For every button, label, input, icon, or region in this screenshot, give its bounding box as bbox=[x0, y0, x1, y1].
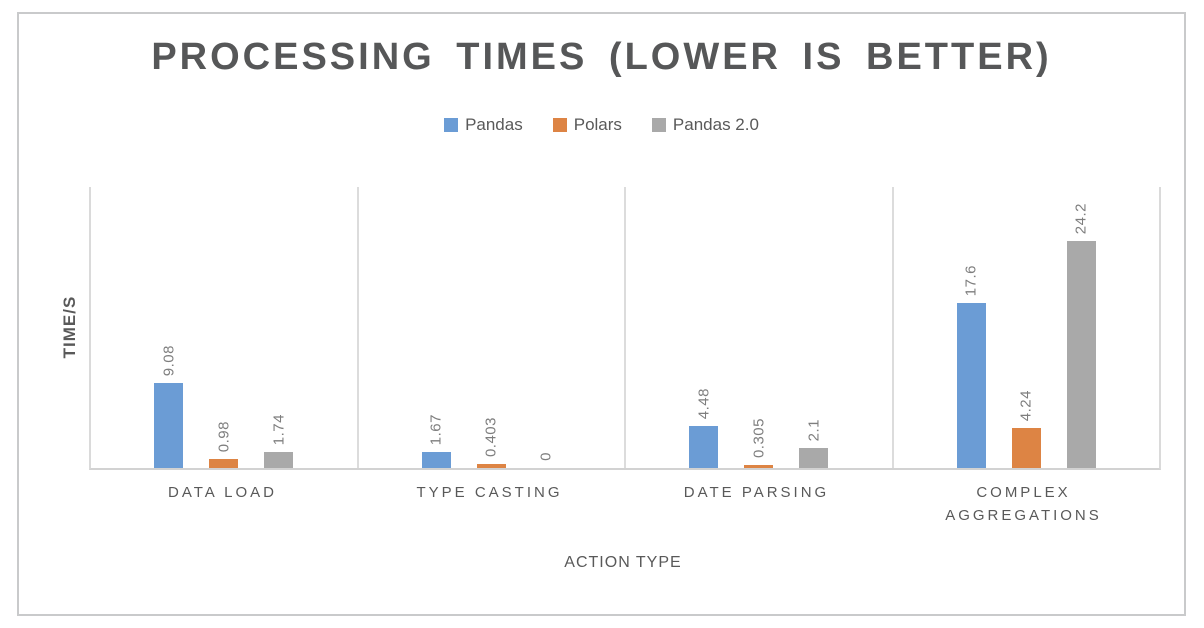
bar-pandas-date-parsing: 4.48 bbox=[689, 388, 719, 468]
data-label: 2.1 bbox=[805, 418, 823, 442]
category-axis-labels: DATA LOAD TYPE CASTING DATE PARSING COMPLEX… bbox=[89, 482, 1157, 527]
bar-pandas-2-0-complex-aggregations: 24.2 bbox=[1066, 203, 1096, 468]
y-axis-title: TIME/S bbox=[60, 295, 79, 359]
data-label: 0.305 bbox=[750, 418, 768, 459]
bar-pandas-type-casting: 1.67 bbox=[421, 414, 451, 468]
chart-panel-data-load: 9.08 0.98 1.74 bbox=[91, 187, 359, 468]
data-label: 4.24 bbox=[1017, 390, 1035, 422]
data-label: 9.08 bbox=[160, 344, 178, 376]
data-label: 24.2 bbox=[1072, 203, 1090, 235]
bar-pandas-2-0-date-parsing: 2.1 bbox=[799, 419, 829, 468]
data-label: 0 bbox=[537, 452, 555, 461]
legend-label: Pandas bbox=[465, 115, 523, 134]
legend-item-pandas-2-0: Pandas 2.0 bbox=[651, 115, 759, 135]
category-label-complex-aggregations: COMPLEX AGGREGATIONS bbox=[945, 484, 1102, 524]
category-label-data-load: DATA LOAD bbox=[168, 484, 277, 501]
legend-label: Pandas 2.0 bbox=[672, 115, 759, 134]
legend: Pandas Polars Pandas 2.0 bbox=[19, 115, 1184, 135]
data-label: 17.6 bbox=[962, 264, 980, 297]
bar-pandas-2-0-data-load: 1.74 bbox=[264, 414, 294, 468]
bar-pandas-data-load: 9.08 bbox=[154, 345, 184, 468]
data-label: 4.48 bbox=[695, 387, 713, 419]
category-label-type-casting: TYPE CASTING bbox=[416, 484, 563, 501]
chart-panel-type-casting: 1.67 0.403 0 bbox=[359, 187, 626, 468]
legend-item-polars: Polars bbox=[552, 115, 622, 135]
chart-panel-date-parsing: 4.48 0.305 2.1 bbox=[626, 187, 894, 468]
chart-panel-complex-aggregations: 17.6 4.24 24.2 bbox=[894, 187, 1160, 468]
bar-polars-data-load: 0.98 bbox=[209, 421, 239, 468]
data-label: 1.74 bbox=[270, 413, 288, 445]
plot-area: 9.08 0.98 1.74 1.67 0.403 0 4.48 0.305 2.1 17.6 4.… bbox=[89, 187, 1161, 470]
x-axis-title: ACTION TYPE bbox=[564, 554, 682, 571]
data-label: 0.403 bbox=[482, 417, 500, 458]
chart-frame: PROCESSING TIMES (LOWER IS BETTER) Panda… bbox=[17, 12, 1186, 616]
bar-pandas-complex-aggregations: 17.6 bbox=[956, 265, 986, 468]
data-label: 1.67 bbox=[427, 414, 445, 446]
data-label: 0.98 bbox=[215, 420, 233, 452]
bar-polars-date-parsing: 0.305 bbox=[744, 418, 774, 468]
legend-item-pandas: Pandas bbox=[444, 115, 523, 135]
chart-title: PROCESSING TIMES (LOWER IS BETTER) bbox=[151, 36, 1052, 78]
legend-swatch-icon bbox=[552, 118, 567, 132]
bar-polars-complex-aggregations: 4.24 bbox=[1011, 390, 1041, 468]
legend-swatch-icon bbox=[651, 118, 666, 132]
legend-swatch-icon bbox=[444, 118, 459, 132]
category-label-date-parsing: DATE PARSING bbox=[683, 484, 830, 501]
legend-label: Polars bbox=[573, 115, 622, 134]
bar-polars-type-casting: 0.403 bbox=[476, 417, 506, 468]
